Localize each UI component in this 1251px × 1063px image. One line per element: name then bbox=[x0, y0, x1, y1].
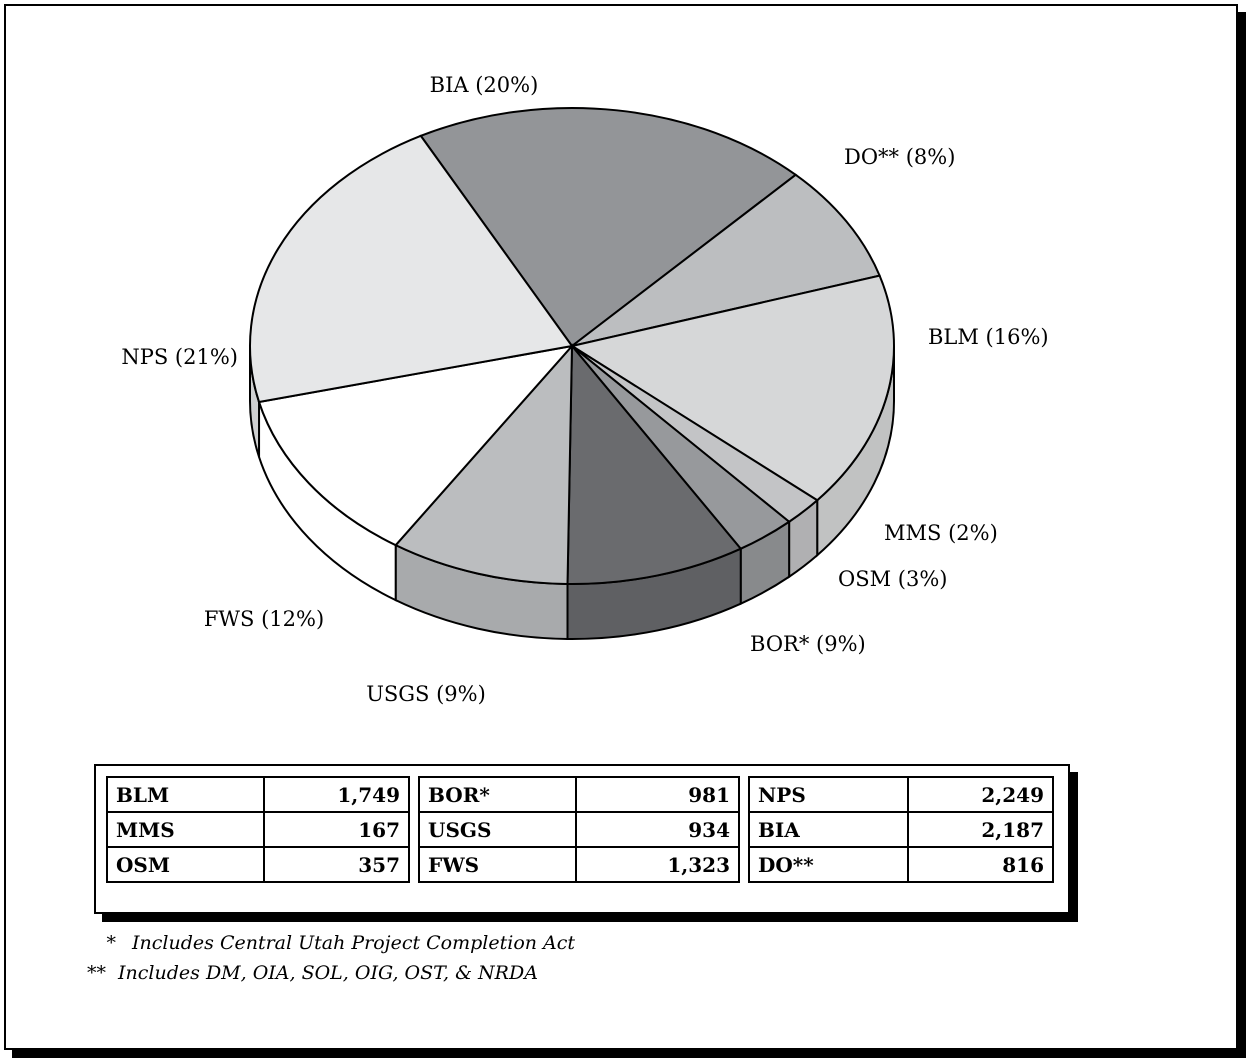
table-group-3: NPS 2,249 BIA 2,187 DO** 816 bbox=[748, 776, 1055, 883]
table-cell-value: 1,749 bbox=[262, 776, 411, 813]
pie-label-nps: NPS (21%) bbox=[121, 345, 238, 369]
table-cell-agency: BIA bbox=[748, 811, 909, 848]
table-cell-value: 2,249 bbox=[906, 776, 1055, 813]
pie-label-osm: OSM (3%) bbox=[838, 567, 947, 591]
footnote-2-text: Includes DM, OIA, SOL, OIG, OST, & NRDA bbox=[118, 962, 538, 984]
pie-chart: BIA (20%) DO** (8%) BLM (16%) MMS (2%) OSM (… bbox=[121, 73, 1048, 706]
table-row: FWS 1,323 bbox=[417, 846, 740, 883]
figure-frame: BIA (20%) DO** (8%) BLM (16%) MMS (2%) OSM (… bbox=[4, 4, 1238, 1050]
footnote-1-text: Includes Central Utah Project Completion… bbox=[132, 932, 576, 954]
table-cell-value: 816 bbox=[906, 846, 1055, 883]
data-table: BLM 1,749 MMS 167 OSM 357 BOR* 981 USGS 934 FWS 1,… bbox=[94, 764, 1070, 914]
pie-label-bia: BIA (20%) bbox=[430, 73, 539, 97]
table-cell-agency: FWS bbox=[417, 846, 578, 883]
table-cell-value: 1,323 bbox=[575, 846, 740, 883]
table-row: OSM 357 bbox=[106, 846, 411, 883]
pie-label-blm: BLM (16%) bbox=[928, 325, 1049, 349]
table-cell-value: 2,187 bbox=[906, 811, 1055, 848]
pie-slice-bor bbox=[566, 343, 743, 585]
pie-top-faces bbox=[249, 107, 895, 585]
pie-slice-bia bbox=[419, 107, 798, 348]
footnote-1-mark: * bbox=[106, 932, 117, 954]
table-cell-value: 167 bbox=[262, 811, 411, 848]
footnote-2-mark: ** bbox=[87, 962, 106, 984]
table-cell-agency: USGS bbox=[417, 811, 578, 848]
table-row: BIA 2,187 bbox=[748, 811, 1055, 848]
pie-slice-nps bbox=[249, 134, 574, 404]
pie-slice-fws bbox=[257, 344, 575, 547]
pie-slice-blm bbox=[569, 274, 895, 502]
table-cell-agency: MMS bbox=[106, 811, 265, 848]
table-row: BLM 1,749 bbox=[106, 776, 411, 813]
table-row: NPS 2,249 bbox=[748, 776, 1055, 813]
pie-label-do: DO** (8%) bbox=[844, 145, 955, 169]
table-cell-agency: BLM bbox=[106, 776, 265, 813]
footnote-1: * Includes Central Utah Project Completi… bbox=[86, 932, 576, 954]
table-cell-agency: BOR* bbox=[417, 776, 578, 813]
pie-label-usgs: USGS (9%) bbox=[366, 682, 486, 706]
table-cell-value: 357 bbox=[262, 846, 411, 883]
pie-label-bor: BOR* (9%) bbox=[750, 632, 866, 656]
table-cell-value: 981 bbox=[575, 776, 740, 813]
table-row: MMS 167 bbox=[106, 811, 411, 848]
pie-labels: BIA (20%) DO** (8%) BLM (16%) MMS (2%) OSM (… bbox=[121, 73, 1048, 706]
table-row: DO** 816 bbox=[748, 846, 1055, 883]
table-cell-agency: DO** bbox=[748, 846, 909, 883]
pie-label-fws: FWS (12%) bbox=[204, 607, 324, 631]
pie-label-mms: MMS (2%) bbox=[884, 521, 998, 545]
pie-slice-usgs bbox=[394, 343, 574, 585]
table-cell-agency: NPS bbox=[748, 776, 909, 813]
footnote-2: ** Includes DM, OIA, SOL, OIG, OST, & NR… bbox=[76, 962, 538, 984]
table-row: USGS 934 bbox=[417, 811, 740, 848]
table-group-2: BOR* 981 USGS 934 FWS 1,323 bbox=[417, 776, 740, 883]
table-cell-value: 934 bbox=[575, 811, 740, 848]
table-group-1: BLM 1,749 MMS 167 OSM 357 bbox=[106, 776, 411, 883]
pie-slice-do bbox=[571, 173, 881, 347]
table-cell-agency: OSM bbox=[106, 846, 265, 883]
table-row: BOR* 981 bbox=[417, 776, 740, 813]
